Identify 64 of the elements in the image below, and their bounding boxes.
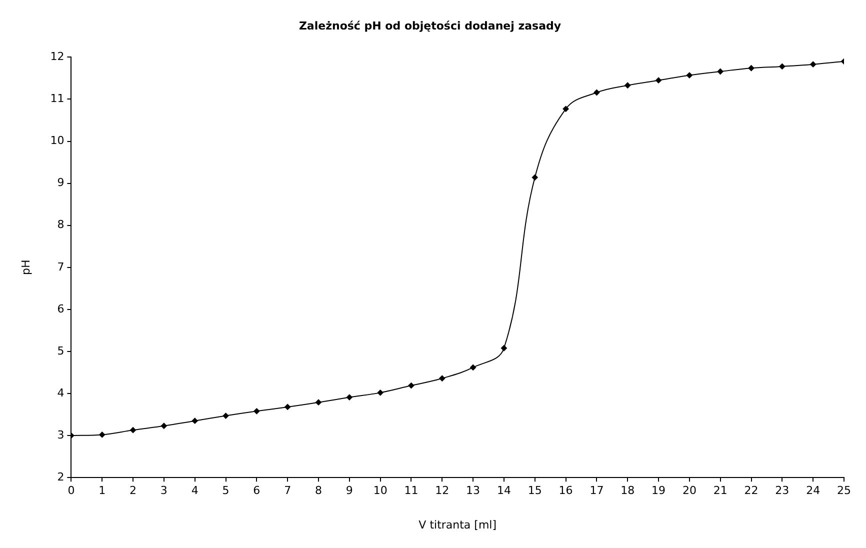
y-tick-label: 11 — [50, 92, 64, 106]
x-tick-label: 7 — [284, 484, 292, 498]
x-tick-label: 11 — [404, 484, 418, 498]
point — [254, 408, 260, 414]
y-tick-label: 3 — [57, 428, 64, 442]
y-axis-title: pH — [19, 260, 32, 276]
point — [624, 82, 631, 88]
x-tick-label: 14 — [496, 484, 511, 498]
point — [408, 382, 414, 389]
y-tick-label: 2 — [57, 470, 64, 484]
point — [562, 106, 569, 112]
x-tick-label: 1 — [98, 484, 106, 498]
x-axis-title: V titranta [ml] — [418, 518, 497, 532]
y-tick-label: 6 — [57, 302, 64, 316]
point — [160, 422, 167, 429]
y-tick-label: 4 — [57, 386, 64, 400]
point — [532, 174, 538, 180]
point — [192, 418, 198, 424]
point — [500, 345, 507, 352]
x-tick-label: 18 — [620, 484, 635, 498]
chart-title: Zależność pH od objętości dodanej zasady — [298, 19, 562, 32]
point — [315, 399, 322, 406]
point — [470, 364, 476, 370]
x-tick-label: 16 — [558, 484, 573, 498]
x-tick-label: 5 — [222, 484, 230, 498]
x-tick-label: 0 — [68, 484, 75, 498]
point — [377, 390, 384, 396]
x-tick-label: 20 — [682, 484, 696, 498]
x-tick-label: 24 — [806, 484, 820, 498]
x-tick-label: 3 — [160, 484, 168, 498]
point — [222, 412, 229, 419]
point — [284, 404, 291, 410]
point — [130, 427, 136, 434]
y-tick-label: 7 — [57, 260, 64, 274]
x-tick-label: 13 — [466, 484, 480, 498]
point — [686, 72, 692, 78]
point — [439, 375, 446, 382]
point — [748, 65, 754, 72]
x-tick-label: 25 — [837, 484, 851, 498]
y-tick-label: 5 — [57, 344, 64, 358]
y-tick-label: 9 — [57, 176, 64, 190]
x-tick-label: 15 — [528, 484, 542, 498]
x-tick-label: 8 — [314, 484, 322, 498]
x-tick-label: 10 — [373, 484, 388, 498]
y-tick-label: 10 — [50, 134, 64, 148]
x-tick-label: 23 — [775, 484, 790, 498]
x-tick-label: 4 — [191, 484, 198, 498]
x-tick-label: 17 — [590, 484, 604, 498]
point — [656, 77, 662, 84]
point — [99, 432, 106, 438]
x-tick-label: 22 — [744, 484, 758, 498]
x-tick-label: 6 — [253, 484, 260, 498]
point — [779, 63, 786, 70]
y-tick-label: 8 — [57, 218, 64, 232]
point — [810, 61, 816, 68]
x-tick-label: 9 — [346, 484, 353, 498]
y-tick-label: 12 — [50, 50, 64, 64]
point — [717, 68, 724, 74]
x-tick-label: 2 — [130, 484, 137, 498]
x-tick-label: 12 — [435, 484, 450, 498]
x-tick-label: 19 — [652, 484, 666, 498]
point — [346, 394, 352, 400]
point — [594, 90, 600, 96]
x-tick-label: 21 — [713, 484, 728, 498]
